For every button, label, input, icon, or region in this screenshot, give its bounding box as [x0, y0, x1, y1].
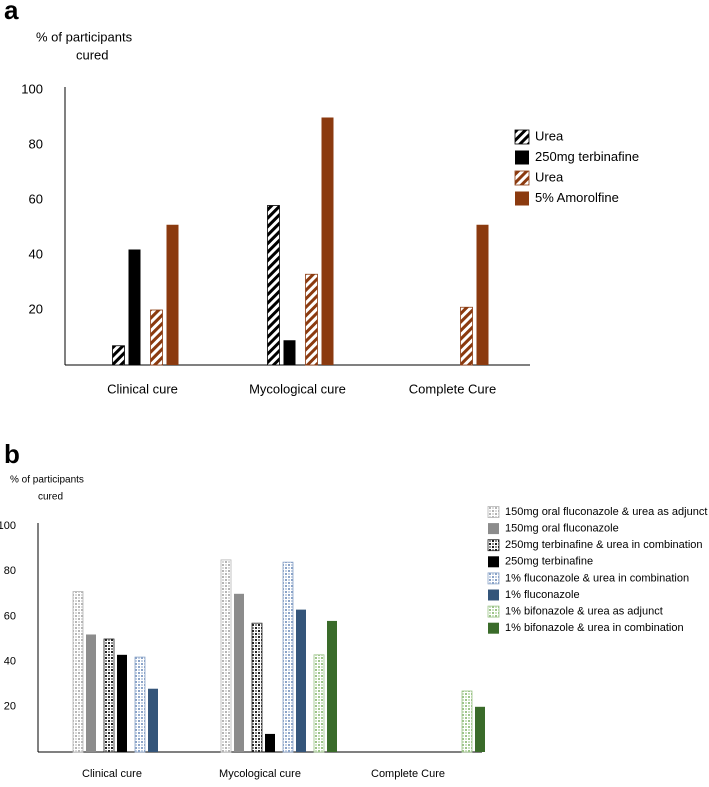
legend-swatch — [487, 572, 500, 585]
y-tick-label: 100 — [0, 520, 16, 532]
y-axis-label: cured — [38, 492, 63, 503]
legend-label: 1% fluconazole — [505, 589, 580, 601]
x-tick-label: Mycological cure — [249, 381, 346, 396]
legend-swatch — [488, 589, 499, 601]
y-tick-label: 20 — [4, 701, 16, 713]
bar — [166, 224, 179, 365]
y-tick-label: 100 — [21, 81, 43, 96]
bar — [305, 273, 318, 366]
y-axis-label: % of participants — [10, 475, 84, 486]
x-tick-label: Complete Cure — [371, 768, 445, 780]
bar — [296, 609, 306, 752]
bar — [134, 656, 146, 753]
y-axis-label: % of participants — [36, 29, 133, 44]
legend-swatch — [515, 191, 529, 206]
bar — [267, 205, 280, 366]
legend-swatch — [515, 150, 529, 165]
x-tick-label: Mycological cure — [219, 768, 301, 780]
legend-swatch — [488, 523, 499, 535]
bar — [476, 224, 489, 365]
bar — [72, 591, 84, 753]
bar — [327, 620, 337, 752]
bar — [148, 688, 158, 752]
bar — [251, 622, 263, 753]
x-tick-label: Complete Cure — [409, 381, 496, 396]
bar — [117, 654, 127, 752]
bar — [234, 593, 244, 752]
legend-label: 150mg oral fluconazole & urea as adjunct — [505, 506, 707, 518]
y-tick-label: 60 — [29, 191, 43, 206]
legend-label: 5% Amorolfine — [535, 190, 619, 205]
bar — [220, 559, 232, 753]
legend-label: 250mg terbinafine & urea in combination — [505, 539, 703, 551]
panel-label: b — [4, 439, 20, 469]
bar — [321, 117, 334, 365]
legend-swatch — [487, 506, 500, 518]
bar — [265, 733, 275, 752]
legend-swatch — [488, 622, 499, 634]
bar — [112, 345, 125, 366]
bar — [475, 706, 485, 752]
legend-swatch — [514, 129, 530, 145]
panel-label: a — [4, 0, 19, 25]
y-tick-label: 80 — [29, 136, 43, 151]
bar — [128, 249, 141, 365]
bar — [103, 638, 115, 753]
legend-label: 250mg terbinafine — [535, 149, 639, 164]
bar — [150, 309, 163, 366]
bar — [283, 340, 296, 365]
y-tick-label: 20 — [29, 301, 43, 316]
y-axis-label: cured — [76, 47, 109, 62]
y-tick-label: 80 — [4, 565, 16, 577]
x-tick-label: Clinical cure — [107, 381, 178, 396]
y-tick-label: 60 — [4, 610, 16, 622]
bar — [313, 654, 325, 753]
legend-label: 150mg oral fluconazole — [505, 523, 619, 535]
legend-swatch — [487, 539, 500, 552]
bar — [282, 561, 294, 753]
legend-swatch — [487, 605, 500, 618]
legend-label: Urea — [535, 169, 564, 184]
legend-label: 1% fluconazole & urea in combination — [505, 572, 689, 584]
legend-swatch — [514, 170, 530, 186]
bar — [86, 634, 96, 752]
legend-label: 250mg terbinafine — [505, 556, 593, 568]
x-tick-label: Clinical cure — [82, 768, 142, 780]
legend-label: 1% bifonazole & urea in combination — [505, 622, 684, 634]
y-tick-label: 40 — [29, 246, 43, 261]
legend-label: 1% bifonazole & urea as adjunct — [505, 606, 663, 618]
legend-swatch — [488, 556, 499, 568]
y-tick-label: 40 — [4, 656, 16, 668]
legend-label: Urea — [535, 128, 564, 143]
bar — [460, 306, 473, 366]
bar — [461, 690, 473, 753]
